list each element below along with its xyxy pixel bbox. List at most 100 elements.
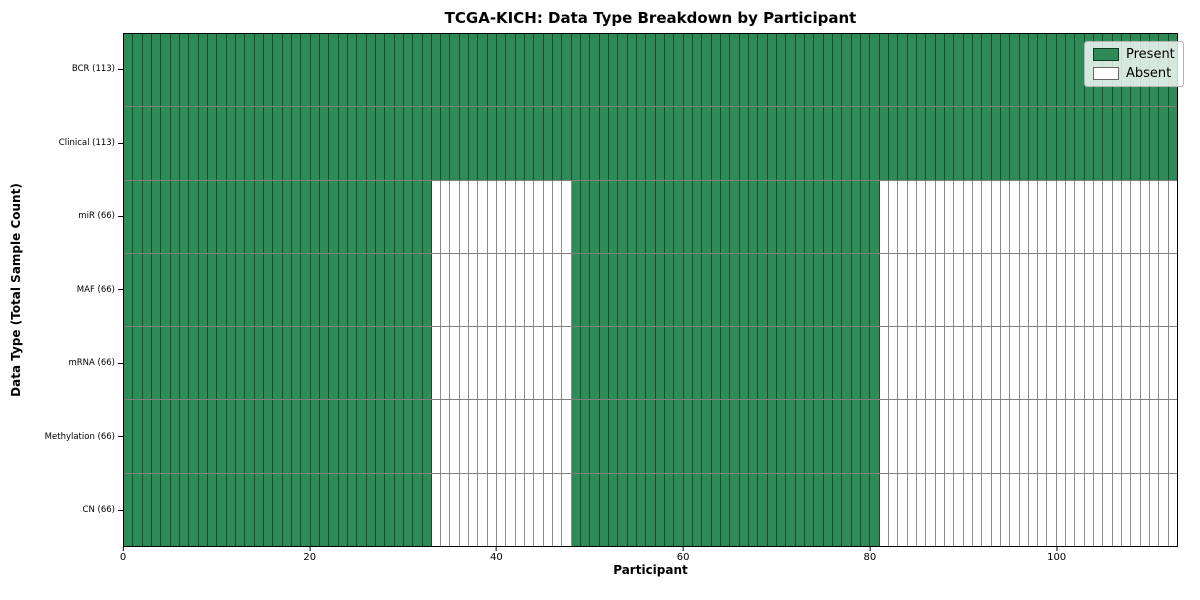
heatmap-cell bbox=[1150, 327, 1160, 400]
heatmap-cell bbox=[879, 400, 889, 473]
heatmap-cell bbox=[282, 400, 292, 473]
heatmap-cell bbox=[217, 107, 227, 180]
heatmap-cell bbox=[319, 473, 330, 546]
heatmap-cell bbox=[422, 253, 432, 327]
heatmap-cell bbox=[860, 107, 871, 180]
y-tick-label: Methylation (66) bbox=[44, 431, 115, 442]
heatmap-cell bbox=[888, 34, 899, 107]
heatmap-cell bbox=[124, 253, 134, 327]
heatmap-cell bbox=[758, 180, 768, 253]
heatmap-cell bbox=[776, 34, 787, 107]
heatmap-cell bbox=[730, 34, 740, 107]
heatmap-cell bbox=[674, 34, 684, 107]
heatmap-cell bbox=[413, 327, 423, 400]
heatmap-cell bbox=[711, 327, 721, 400]
heatmap-cell bbox=[273, 34, 283, 107]
heatmap-cell bbox=[263, 34, 274, 107]
x-tick-label: 40 bbox=[490, 552, 503, 563]
heatmap-cell bbox=[506, 34, 516, 107]
heatmap-cell bbox=[693, 473, 703, 546]
y-tick-mark bbox=[118, 509, 123, 511]
heatmap-cell bbox=[590, 34, 600, 107]
heatmap-cell bbox=[963, 473, 973, 546]
heatmap-cell bbox=[599, 327, 610, 400]
heatmap-cell bbox=[758, 34, 768, 107]
heatmap-cell bbox=[655, 327, 666, 400]
heatmap-cell bbox=[291, 180, 302, 253]
heatmap-cell bbox=[422, 400, 432, 473]
heatmap-cell bbox=[916, 34, 927, 107]
heatmap-cell bbox=[944, 107, 955, 180]
heatmap-cell bbox=[860, 180, 871, 253]
heatmap-cell bbox=[254, 473, 264, 546]
plot-area bbox=[123, 33, 1178, 547]
heatmap-cell bbox=[655, 400, 666, 473]
heatmap-cell bbox=[618, 473, 628, 546]
heatmap-cell bbox=[1112, 180, 1123, 253]
heatmap-cell bbox=[842, 180, 852, 253]
heatmap-cell bbox=[525, 327, 535, 400]
heatmap-cell bbox=[525, 180, 535, 253]
heatmap-cell bbox=[226, 473, 236, 546]
heatmap-cell bbox=[245, 253, 255, 327]
heatmap-cell bbox=[319, 327, 330, 400]
heatmap-cell bbox=[459, 253, 470, 327]
heatmap-cell bbox=[963, 180, 973, 253]
heatmap-cell bbox=[385, 180, 395, 253]
heatmap-cell bbox=[916, 473, 927, 546]
heatmap-cell bbox=[991, 253, 1001, 327]
heatmap-cell bbox=[562, 180, 572, 253]
heatmap-cell bbox=[403, 180, 414, 253]
heatmap-cell bbox=[1131, 473, 1141, 546]
heatmap-cell bbox=[394, 107, 404, 180]
heatmap-cell bbox=[413, 253, 423, 327]
heatmap-cell bbox=[991, 107, 1001, 180]
heatmap-cell bbox=[1075, 180, 1085, 253]
heatmap-cell bbox=[469, 107, 479, 180]
heatmap-cell bbox=[357, 400, 367, 473]
heatmap-cell bbox=[916, 400, 927, 473]
heatmap-cell bbox=[263, 253, 274, 327]
heatmap-cell bbox=[347, 34, 358, 107]
heatmap-cell bbox=[235, 34, 246, 107]
heatmap-cell bbox=[888, 400, 899, 473]
heatmap-cell bbox=[1000, 473, 1011, 546]
heatmap-cell bbox=[907, 253, 917, 327]
heatmap-cell bbox=[497, 400, 507, 473]
heatmap-cell bbox=[478, 180, 488, 253]
heatmap-cell bbox=[431, 34, 442, 107]
heatmap-cell bbox=[553, 107, 563, 180]
heatmap-cell bbox=[226, 107, 236, 180]
x-tick: 20 bbox=[303, 547, 316, 563]
heatmap-cell bbox=[422, 34, 432, 107]
heatmap-cell bbox=[422, 327, 432, 400]
heatmap-cell bbox=[431, 327, 442, 400]
heatmap-cell bbox=[571, 34, 582, 107]
heatmap-cell bbox=[851, 327, 861, 400]
heatmap-cell bbox=[263, 473, 274, 546]
heatmap-cell bbox=[291, 327, 302, 400]
heatmap-cell bbox=[1000, 180, 1011, 253]
heatmap-cell bbox=[599, 253, 610, 327]
heatmap-cell bbox=[347, 473, 358, 546]
heatmap-cell bbox=[963, 400, 973, 473]
heatmap-cell bbox=[329, 253, 339, 327]
heatmap-cell bbox=[627, 473, 638, 546]
heatmap-cell bbox=[310, 327, 320, 400]
heatmap-cell bbox=[338, 107, 348, 180]
y-tick-label: MAF (66) bbox=[76, 284, 115, 295]
y-label-row: BCR (113) bbox=[0, 33, 123, 106]
heatmap-cell bbox=[898, 107, 908, 180]
heatmap-cell bbox=[487, 180, 498, 253]
heatmap-cell bbox=[1066, 180, 1076, 253]
y-tick-mark bbox=[118, 216, 123, 218]
heatmap-cell bbox=[786, 327, 796, 400]
x-axis-label: Participant bbox=[613, 563, 688, 577]
heatmap-cell bbox=[870, 180, 880, 253]
heatmap-cell bbox=[1010, 253, 1020, 327]
heatmap-cell bbox=[189, 253, 199, 327]
heatmap-cell bbox=[179, 400, 190, 473]
heatmap-cell bbox=[273, 473, 283, 546]
heatmap-cell bbox=[198, 180, 208, 253]
heatmap-cell bbox=[832, 107, 843, 180]
